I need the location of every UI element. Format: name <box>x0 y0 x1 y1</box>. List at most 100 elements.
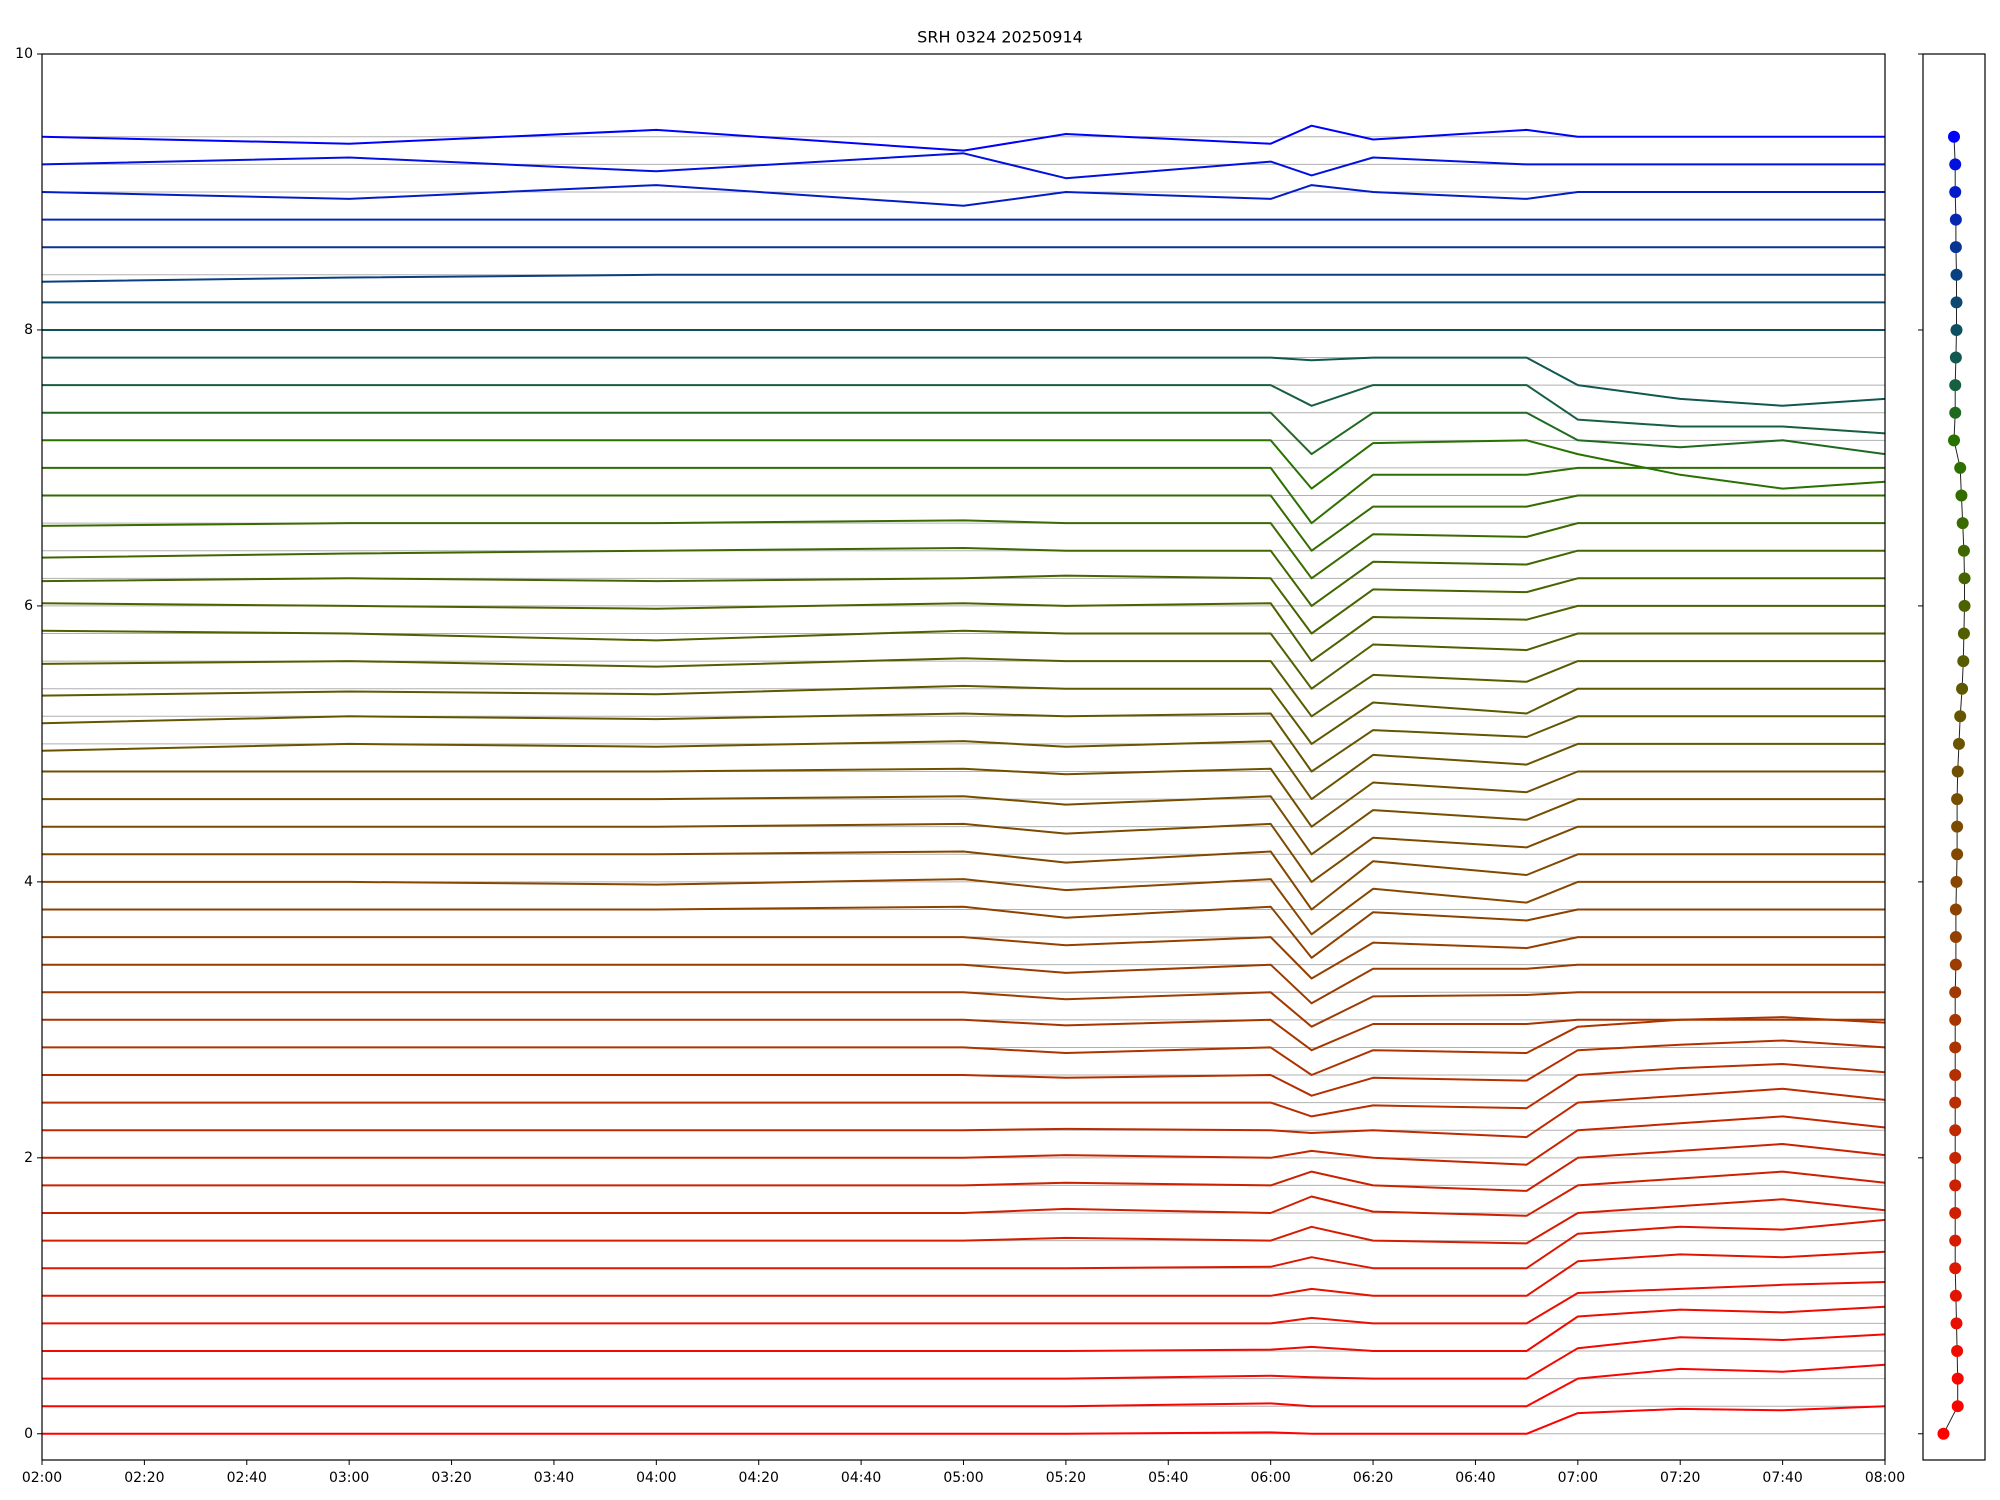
point <box>1949 406 1962 419</box>
point <box>1951 793 1964 806</box>
x-tick-label: 07:20 <box>1660 1470 1700 1486</box>
point <box>1948 434 1960 447</box>
point <box>1956 682 1969 695</box>
trace <box>42 767 1885 828</box>
trace <box>42 1087 1886 1139</box>
point <box>1954 710 1967 723</box>
trace <box>42 411 1886 456</box>
y-tick-label: 10 <box>15 46 33 62</box>
trace <box>42 1198 1886 1245</box>
point <box>1949 351 1962 364</box>
trace <box>42 1063 1886 1118</box>
trace <box>42 1281 1886 1325</box>
x-tick-label: 02:40 <box>227 1470 267 1486</box>
trace <box>41 657 1885 718</box>
x-tick-label: 03:20 <box>431 1470 471 1486</box>
point <box>1950 296 1963 309</box>
point <box>1937 1427 1950 1440</box>
point <box>1950 268 1963 281</box>
x-tick-label: 03:00 <box>329 1470 369 1486</box>
trace <box>42 1405 1886 1435</box>
trace <box>42 356 1886 407</box>
point <box>1949 931 1962 944</box>
x-tick-label: 07:40 <box>1762 1470 1802 1486</box>
point <box>1949 158 1962 171</box>
x-tick-label: 05:40 <box>1148 1470 1188 1486</box>
trace <box>42 1115 1886 1166</box>
point <box>1949 1234 1962 1247</box>
trace <box>41 602 1885 663</box>
trace <box>42 1333 1886 1380</box>
trace <box>41 574 1885 635</box>
trace <box>42 1143 1886 1192</box>
plot-frame <box>41 53 1886 1461</box>
point <box>1951 1372 1964 1385</box>
point <box>1949 1124 1962 1137</box>
trace <box>41 184 1885 207</box>
point <box>1949 241 1962 254</box>
trace <box>41 273 1885 283</box>
point <box>1956 517 1969 530</box>
x-tick-label: 04:00 <box>636 1470 676 1486</box>
trace <box>42 850 1885 911</box>
trace <box>42 1170 1886 1217</box>
y-tick-label: 8 <box>24 322 33 338</box>
point <box>1957 655 1970 668</box>
trace <box>42 963 1885 1005</box>
trace <box>41 547 1885 607</box>
x-tick-label: 02:20 <box>124 1470 164 1486</box>
point <box>1949 1207 1962 1220</box>
x-tick-label: 05:20 <box>1046 1470 1086 1486</box>
point <box>1949 213 1962 226</box>
x-tick-label: 02:00 <box>22 1470 62 1486</box>
point <box>1949 185 1962 198</box>
x-tick-label: 05:00 <box>943 1470 983 1486</box>
point <box>1957 544 1970 557</box>
point <box>1954 461 1967 474</box>
trace <box>42 822 1885 883</box>
trace <box>42 466 1885 525</box>
point <box>1949 1289 1962 1302</box>
trace <box>42 1016 1886 1076</box>
point <box>1949 1013 1962 1026</box>
x-tick-label: 06:20 <box>1353 1470 1393 1486</box>
point <box>1949 1151 1962 1164</box>
point <box>1949 1179 1962 1192</box>
point <box>1958 599 1971 612</box>
x-tick-label: 06:40 <box>1455 1470 1495 1486</box>
chart-title: SRH 0324 20250914 <box>917 28 1083 47</box>
point <box>1957 627 1970 640</box>
point <box>1951 765 1964 778</box>
trace <box>42 905 1885 959</box>
x-tick-label: 04:20 <box>739 1470 779 1486</box>
x-tick-label: 04:40 <box>841 1470 881 1486</box>
x-tick-label: 03:40 <box>534 1470 574 1486</box>
trace <box>42 936 1885 980</box>
point <box>1949 903 1962 916</box>
y-tick-label: 2 <box>24 1150 33 1166</box>
trace <box>42 878 1885 936</box>
point <box>1951 848 1964 861</box>
trace <box>41 629 1885 690</box>
x-tick-label: 06:00 <box>1250 1470 1290 1486</box>
point <box>1951 1400 1964 1413</box>
trace <box>42 1250 1886 1297</box>
y-tick-label: 6 <box>24 598 33 614</box>
point <box>1958 572 1971 585</box>
trace <box>42 1363 1886 1408</box>
x-tick-label: 08:00 <box>1865 1470 1905 1486</box>
y-tick-label: 4 <box>24 874 33 890</box>
point <box>1949 986 1962 999</box>
trace <box>41 519 1885 580</box>
trace <box>42 1018 1885 1052</box>
trace <box>42 991 1885 1028</box>
panel-frame <box>1922 53 1986 1461</box>
point <box>1951 1344 1964 1357</box>
point <box>1949 1262 1962 1275</box>
point <box>1949 1069 1962 1082</box>
trace <box>41 712 1885 773</box>
y-tick-label: 0 <box>24 1426 33 1442</box>
point <box>1950 323 1963 336</box>
trace <box>41 684 1885 745</box>
